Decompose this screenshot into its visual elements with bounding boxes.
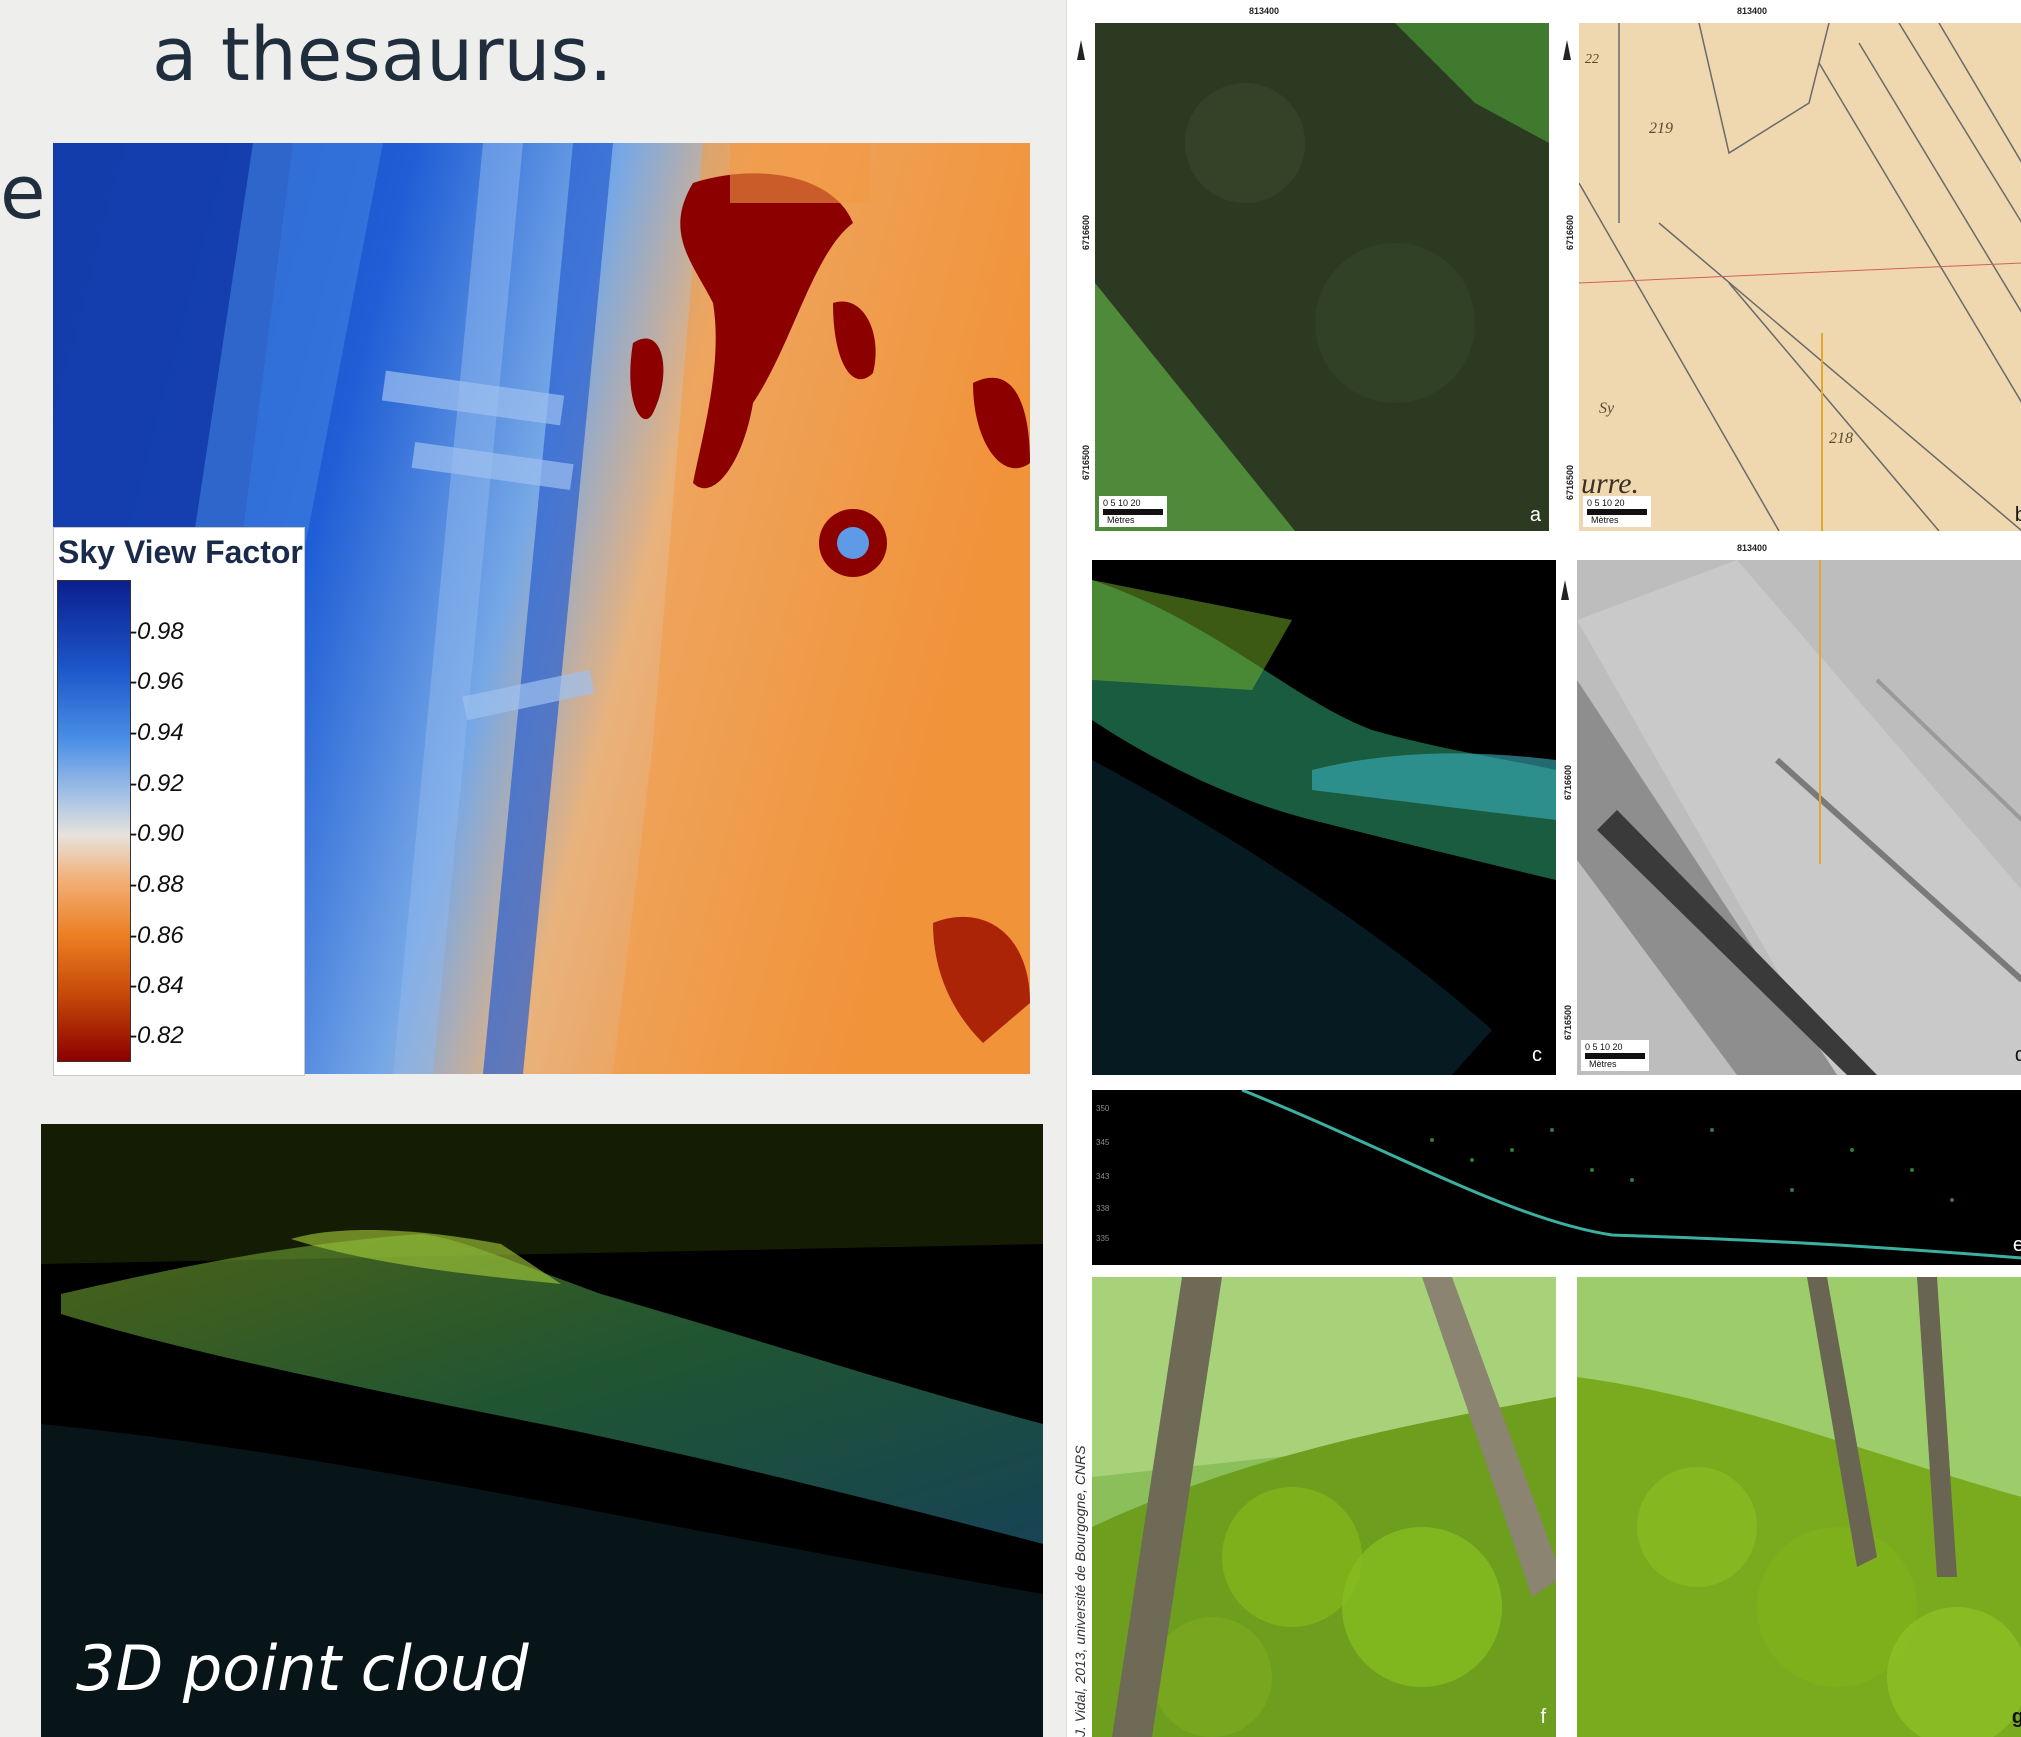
profile-tick: 338 bbox=[1096, 1204, 1110, 1213]
panel-letter-b: b bbox=[2015, 504, 2021, 527]
legend-tick: -0.88 bbox=[129, 871, 184, 898]
legend-tick: -0.90 bbox=[129, 820, 184, 847]
panel-letter-e: e bbox=[2013, 1234, 2021, 1257]
legend-color-ramp bbox=[57, 580, 131, 1062]
scale-bar: 0 5 10 20 Mètres bbox=[1581, 1040, 1649, 1071]
scale-bar: 0 5 10 20 Mètres bbox=[1583, 496, 1651, 527]
north-arrow-icon bbox=[1077, 40, 1085, 60]
lidar-figure-plate: 813400 0 5 10 20 Mètres a 6716600 671650… bbox=[1066, 0, 2021, 1737]
cadastre-label: 218 bbox=[1829, 430, 1853, 447]
north-arrow-icon bbox=[1561, 580, 1569, 600]
scale-unit: Mètres bbox=[1591, 515, 1619, 525]
photo-credit: J. Vidal, 2013, université de Bourgogne,… bbox=[1072, 1445, 1088, 1737]
legend-tick: -0.94 bbox=[129, 719, 184, 746]
point-cloud-panel: c bbox=[1092, 560, 1556, 1075]
scale-unit: Mètres bbox=[1107, 515, 1135, 525]
scale-bar-graphic bbox=[1585, 1053, 1645, 1059]
coord-x-label: 813400 bbox=[1249, 6, 1280, 16]
legend-tick: -0.98 bbox=[129, 618, 184, 645]
sky-view-factor-legend: Sky View Factor -0.98 -0.96 -0.94 -0.92 … bbox=[53, 527, 305, 1076]
moss-wall-photo-f: f bbox=[1092, 1277, 1556, 1737]
scale-bar-graphic bbox=[1103, 509, 1163, 515]
cadastre-label: 22 bbox=[1585, 52, 1599, 67]
coord-x-label: 813400 bbox=[1737, 543, 1768, 553]
scale-numbers: 0 5 10 20 bbox=[1585, 1042, 1623, 1052]
profile-panel: 350 345 343 338 335 e bbox=[1092, 1090, 2021, 1265]
panel-letter-d: d bbox=[2015, 1044, 2021, 1067]
coord-x-label: 813400 bbox=[1737, 6, 1768, 16]
legend-tick: -0.92 bbox=[129, 770, 184, 797]
legend-title: Sky View Factor bbox=[58, 534, 303, 570]
panel-letter-g: g bbox=[2012, 1706, 2021, 1729]
coord-y-label: 6716500 bbox=[1081, 444, 1091, 480]
scale-numbers: 0 5 10 20 bbox=[1103, 498, 1141, 508]
scale-bar-graphic bbox=[1587, 509, 1647, 515]
coord-y-label: 6716600 bbox=[1565, 214, 1575, 250]
panel-letter-a: a bbox=[1529, 504, 1541, 526]
profile-tick: 335 bbox=[1096, 1234, 1110, 1243]
aerial-photo-panel: 0 5 10 20 Mètres a bbox=[1095, 23, 1549, 531]
cadastre-map-panel: 219 218 22 Sy urre. 0 5 10 20 Mètres b bbox=[1579, 23, 2021, 531]
profile-tick: 343 bbox=[1096, 1172, 1110, 1181]
coord-y-label: 6716500 bbox=[1565, 464, 1575, 500]
legend-tick: -0.96 bbox=[129, 668, 184, 695]
hillshade-panel: 0 5 10 20 Mètres d bbox=[1577, 560, 2021, 1075]
profile-tick: 350 bbox=[1096, 1104, 1110, 1113]
cadastre-label: urre. bbox=[1581, 467, 1639, 500]
scale-numbers: 0 5 10 20 bbox=[1587, 498, 1625, 508]
scale-unit: Mètres bbox=[1589, 1059, 1617, 1069]
legend-tick: -0.82 bbox=[129, 1022, 184, 1049]
cadastre-label: 219 bbox=[1649, 120, 1673, 137]
legend-tick: -0.86 bbox=[129, 922, 184, 949]
point-cloud-caption: 3D point cloud bbox=[76, 1632, 529, 1705]
scale-bar: 0 5 10 20 Mètres bbox=[1099, 496, 1167, 527]
panel-letter-f: f bbox=[1540, 1706, 1546, 1728]
slide-title: a thesaurus. bbox=[152, 12, 613, 98]
legend-tick: -0.84 bbox=[129, 972, 184, 999]
cropped-text-fragment: e bbox=[0, 150, 46, 236]
point-cloud-image bbox=[41, 1124, 1043, 1737]
cadastre-label: Sy bbox=[1599, 400, 1615, 417]
panel-letter-c: c bbox=[1532, 1044, 1542, 1066]
profile-tick: 345 bbox=[1096, 1138, 1110, 1147]
coord-y-label: 6716500 bbox=[1563, 1004, 1573, 1040]
coord-y-label: 6716600 bbox=[1081, 214, 1091, 250]
north-arrow-icon bbox=[1563, 40, 1571, 60]
coord-y-label: 6716600 bbox=[1563, 764, 1573, 800]
moss-slope-photo-g: g bbox=[1577, 1277, 2021, 1737]
